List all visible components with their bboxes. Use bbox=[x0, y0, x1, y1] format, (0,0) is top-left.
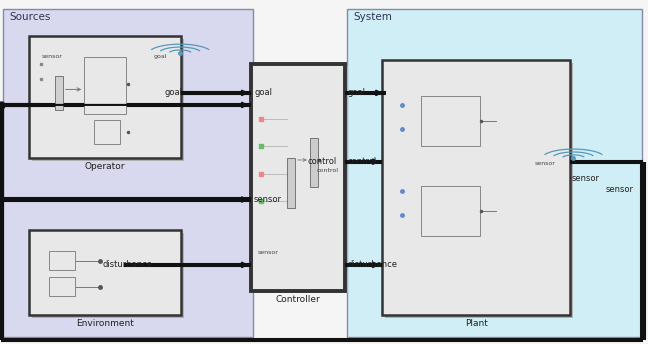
Text: control: control bbox=[348, 157, 377, 166]
Text: control: control bbox=[308, 157, 337, 166]
Text: System: System bbox=[353, 12, 392, 22]
Bar bbox=[94, 120, 120, 144]
Text: goal: goal bbox=[165, 88, 183, 97]
Bar bbox=[29, 230, 181, 315]
Bar bbox=[254, 66, 348, 293]
Bar bbox=[251, 64, 345, 291]
Bar bbox=[421, 96, 480, 146]
Text: Operator: Operator bbox=[85, 162, 125, 171]
Text: disturbance: disturbance bbox=[348, 260, 398, 269]
Bar bbox=[3, 9, 253, 337]
Text: sensor: sensor bbox=[535, 161, 555, 166]
Text: Environment: Environment bbox=[76, 319, 134, 328]
Bar bbox=[32, 233, 184, 318]
Text: sensor: sensor bbox=[254, 195, 282, 204]
Text: disturbance: disturbance bbox=[102, 260, 152, 269]
Bar bbox=[310, 138, 318, 187]
Bar bbox=[385, 63, 573, 318]
Bar bbox=[29, 36, 181, 158]
Text: goal: goal bbox=[348, 88, 366, 97]
Text: sensor: sensor bbox=[606, 185, 634, 194]
Text: goal: goal bbox=[154, 54, 167, 59]
Text: Sources: Sources bbox=[10, 12, 51, 22]
Text: Plant: Plant bbox=[465, 319, 488, 328]
Bar bbox=[49, 277, 75, 296]
Text: control: control bbox=[317, 168, 339, 173]
Bar bbox=[32, 39, 184, 161]
Bar bbox=[287, 158, 295, 208]
Text: sensor: sensor bbox=[42, 54, 63, 59]
Bar bbox=[84, 57, 126, 114]
Text: sensor: sensor bbox=[572, 174, 599, 183]
Text: goal: goal bbox=[254, 88, 272, 97]
Bar bbox=[347, 9, 642, 337]
Bar bbox=[421, 186, 480, 236]
Bar bbox=[382, 60, 570, 315]
Bar bbox=[49, 251, 75, 270]
Text: sensor: sensor bbox=[258, 250, 279, 255]
Bar bbox=[55, 76, 63, 110]
Text: Controller: Controller bbox=[275, 295, 321, 304]
